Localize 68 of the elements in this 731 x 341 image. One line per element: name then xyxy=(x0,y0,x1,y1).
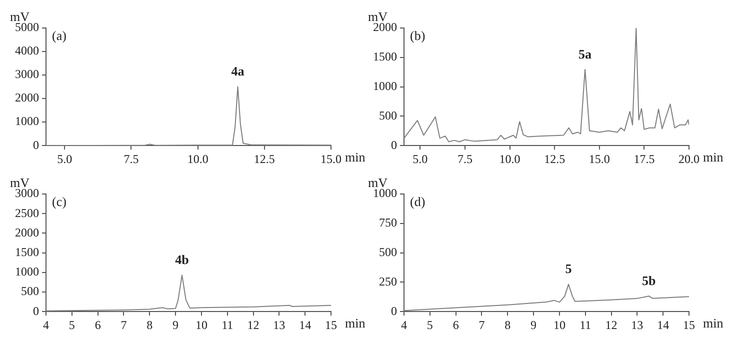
y-tick-label: 1500 xyxy=(373,50,397,64)
chart-title: (b) xyxy=(410,28,426,43)
x-tick-label: 8 xyxy=(504,318,511,332)
x-tick-label: 5.0 xyxy=(412,152,428,166)
x-tick-label: 5.0 xyxy=(57,152,72,166)
x-tick-label: 13 xyxy=(273,318,286,332)
y-tick-label: 1000 xyxy=(15,114,39,128)
x-tick-label: 10 xyxy=(195,318,208,332)
y-tick-label: 500 xyxy=(379,108,397,122)
chart-title: (a) xyxy=(52,28,66,43)
x-tick-label: 11 xyxy=(580,318,592,332)
y-tick-label: 500 xyxy=(379,244,397,259)
y-tick-label: 1000 xyxy=(15,264,39,279)
x-tick-label: 6 xyxy=(94,318,101,332)
x-axis-title: min xyxy=(345,150,366,165)
y-tick-label: 3000 xyxy=(15,67,39,82)
y-tick-label: 250 xyxy=(379,274,397,288)
x-tick-label: 14 xyxy=(657,318,670,332)
x-tick-label: 12.5 xyxy=(254,152,275,166)
y-tick-label: 4000 xyxy=(15,44,39,58)
x-tick-label: 4 xyxy=(401,318,407,332)
x-tick-label: 10.0 xyxy=(187,152,208,166)
x-tick-label: 10.0 xyxy=(499,152,520,166)
x-tick-label: 13 xyxy=(631,318,644,332)
x-tick-label: 15 xyxy=(325,318,337,332)
y-tick-label: 2500 xyxy=(15,206,39,220)
x-tick-label: 5 xyxy=(426,318,433,332)
x-tick-label: 4 xyxy=(43,318,49,332)
x-tick-label: 12.5 xyxy=(544,152,566,166)
annotation: 4a xyxy=(231,64,245,79)
y-tick-label: 0 xyxy=(391,138,397,152)
x-tick-label: 20.0 xyxy=(678,152,700,166)
y-tick-label: 500 xyxy=(21,284,39,298)
x-tick-label: 7.5 xyxy=(457,152,472,166)
x-tick-label: 7.5 xyxy=(124,152,139,166)
x-axis-title: min xyxy=(345,316,366,331)
y-tick-label: 750 xyxy=(379,216,397,230)
x-tick-label: 6 xyxy=(452,318,459,332)
x-tick-label: 15.0 xyxy=(588,152,610,166)
y-tick-label: 0 xyxy=(391,304,397,318)
x-tick-label: 9 xyxy=(530,318,537,332)
x-tick-label: 7 xyxy=(478,318,485,332)
x-axis-title: min xyxy=(703,316,724,331)
annotation: 5b xyxy=(642,272,656,288)
x-tick-label: 12 xyxy=(605,318,618,332)
x-tick-label: 10 xyxy=(553,318,566,332)
x-tick-label: 11 xyxy=(222,318,234,332)
x-tick-label: 8 xyxy=(146,318,153,332)
y-tick-label: 0 xyxy=(33,304,39,318)
x-tick-label: 17.5 xyxy=(634,152,655,166)
x-axis-title: min xyxy=(703,150,724,165)
y-tick-label: 2000 xyxy=(15,225,39,240)
annotation: 5 xyxy=(565,261,572,276)
chart-title: (c) xyxy=(52,194,66,209)
x-tick-label: 7 xyxy=(120,318,127,332)
x-tick-label: 12 xyxy=(247,318,260,332)
y-tick-label: 2000 xyxy=(15,90,39,105)
x-tick-label: 15 xyxy=(683,318,695,332)
chart-title: (d) xyxy=(410,194,426,209)
y-tick-label: 0 xyxy=(33,138,39,152)
annotation: 4b xyxy=(175,252,189,268)
x-tick-label: 14 xyxy=(299,318,312,332)
x-tick-label: 9 xyxy=(172,318,179,332)
annotation: 5a xyxy=(578,46,592,62)
x-tick-label: 5 xyxy=(68,318,75,332)
y-tick-label: 1000 xyxy=(373,78,397,93)
x-tick-label: 15.0 xyxy=(320,152,342,166)
y-tick-label: 1500 xyxy=(15,244,39,259)
